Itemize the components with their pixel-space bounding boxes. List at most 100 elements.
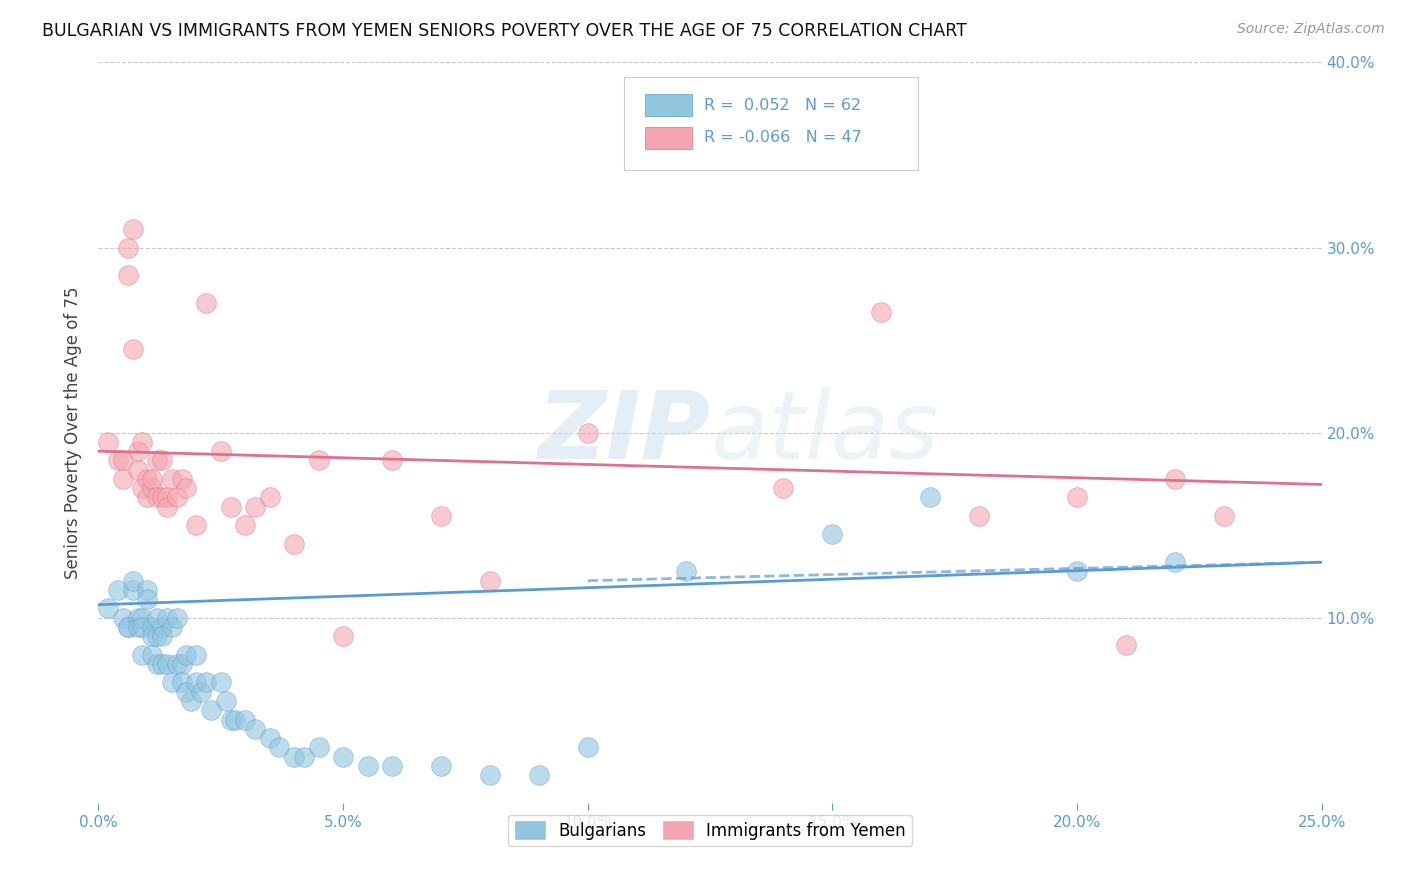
Point bbox=[150, 629, 173, 643]
Point bbox=[97, 434, 120, 449]
Point bbox=[156, 657, 179, 671]
Point bbox=[107, 453, 129, 467]
Point bbox=[160, 472, 183, 486]
Point bbox=[107, 582, 129, 597]
Point bbox=[146, 657, 169, 671]
Legend: Bulgarians, Immigrants from Yemen: Bulgarians, Immigrants from Yemen bbox=[508, 814, 912, 847]
Point bbox=[136, 491, 159, 505]
Point bbox=[308, 740, 330, 755]
Text: Source: ZipAtlas.com: Source: ZipAtlas.com bbox=[1237, 22, 1385, 37]
Point bbox=[209, 675, 232, 690]
Point bbox=[195, 296, 218, 310]
Point bbox=[121, 582, 143, 597]
Point bbox=[166, 657, 188, 671]
Point bbox=[127, 620, 149, 634]
Point bbox=[478, 768, 501, 782]
Point bbox=[243, 722, 266, 736]
Point bbox=[127, 610, 149, 624]
Text: R =  0.052   N = 62: R = 0.052 N = 62 bbox=[704, 98, 860, 113]
Point bbox=[576, 740, 599, 755]
Point bbox=[430, 508, 453, 523]
Text: atlas: atlas bbox=[710, 387, 938, 478]
Point bbox=[121, 574, 143, 588]
Point bbox=[381, 453, 404, 467]
Point bbox=[111, 472, 134, 486]
Point bbox=[156, 491, 179, 505]
Point bbox=[131, 481, 153, 495]
Point bbox=[430, 758, 453, 772]
Point bbox=[160, 620, 183, 634]
Point bbox=[160, 675, 183, 690]
Point bbox=[111, 453, 134, 467]
Point bbox=[195, 675, 218, 690]
Point bbox=[117, 240, 139, 255]
Point bbox=[176, 685, 198, 699]
Point bbox=[332, 749, 354, 764]
FancyBboxPatch shape bbox=[624, 78, 918, 169]
Point bbox=[150, 620, 173, 634]
Point bbox=[141, 629, 163, 643]
Point bbox=[170, 472, 193, 486]
Point bbox=[150, 453, 173, 467]
Point bbox=[131, 610, 153, 624]
Point bbox=[821, 527, 844, 541]
Y-axis label: Seniors Poverty Over the Age of 75: Seniors Poverty Over the Age of 75 bbox=[65, 286, 83, 579]
Point bbox=[121, 222, 143, 236]
Point bbox=[176, 648, 198, 662]
Point bbox=[209, 444, 232, 458]
Point bbox=[117, 620, 139, 634]
Point bbox=[166, 491, 188, 505]
Point bbox=[332, 629, 354, 643]
Bar bbox=[645, 127, 692, 149]
Point bbox=[219, 500, 242, 514]
Point bbox=[292, 749, 315, 764]
Point bbox=[141, 472, 163, 486]
Point bbox=[121, 343, 143, 357]
Point bbox=[170, 675, 193, 690]
Point bbox=[214, 694, 236, 708]
Point bbox=[146, 629, 169, 643]
Point bbox=[200, 703, 222, 717]
Text: R = -0.066   N = 47: R = -0.066 N = 47 bbox=[704, 130, 862, 145]
Bar bbox=[645, 95, 692, 117]
Point bbox=[1066, 565, 1088, 579]
Text: ZIP: ZIP bbox=[537, 386, 710, 479]
Point bbox=[219, 713, 242, 727]
Point bbox=[243, 500, 266, 514]
Point bbox=[131, 620, 153, 634]
Point bbox=[141, 481, 163, 495]
Point bbox=[127, 462, 149, 476]
Point bbox=[166, 610, 188, 624]
Point bbox=[141, 648, 163, 662]
Point bbox=[146, 491, 169, 505]
Text: BULGARIAN VS IMMIGRANTS FROM YEMEN SENIORS POVERTY OVER THE AGE OF 75 CORRELATIO: BULGARIAN VS IMMIGRANTS FROM YEMEN SENIO… bbox=[42, 22, 967, 40]
Point bbox=[1115, 639, 1137, 653]
Point bbox=[224, 713, 246, 727]
Point bbox=[1212, 508, 1234, 523]
Point bbox=[156, 500, 179, 514]
Point bbox=[146, 610, 169, 624]
Point bbox=[186, 675, 208, 690]
Point bbox=[111, 610, 134, 624]
Point bbox=[127, 444, 149, 458]
Point bbox=[233, 518, 256, 533]
Point bbox=[150, 491, 173, 505]
Point bbox=[576, 425, 599, 440]
Point bbox=[117, 268, 139, 283]
Point bbox=[176, 481, 198, 495]
Point bbox=[308, 453, 330, 467]
Point bbox=[283, 749, 305, 764]
Point bbox=[146, 453, 169, 467]
Point bbox=[259, 491, 281, 505]
Point bbox=[131, 434, 153, 449]
Point bbox=[186, 518, 208, 533]
Point bbox=[136, 472, 159, 486]
Point bbox=[150, 657, 173, 671]
Point bbox=[967, 508, 990, 523]
Point bbox=[675, 565, 697, 579]
Point bbox=[527, 768, 550, 782]
Point bbox=[117, 620, 139, 634]
Point bbox=[772, 481, 794, 495]
Point bbox=[920, 491, 942, 505]
Point bbox=[136, 592, 159, 607]
